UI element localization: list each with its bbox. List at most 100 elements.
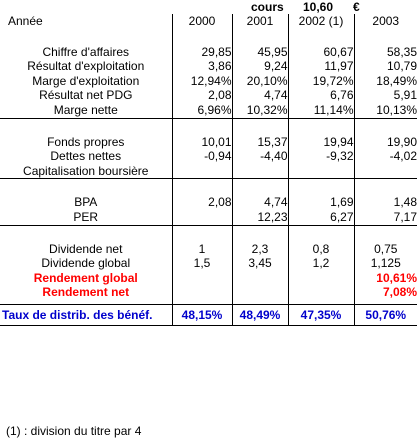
row-value: 29,85: [171, 44, 232, 60]
row-value: 7,08%: [353, 285, 417, 300]
row-value: [353, 163, 417, 179]
table-row: Résultat d'exploitation 3,86 9,24 11,97 10,7…: [0, 59, 417, 74]
row-value: 0,8: [287, 241, 354, 257]
cours-label: cours: [251, 0, 284, 14]
row-value: 4,74: [231, 195, 288, 210]
row-value: 1,5: [171, 256, 232, 271]
row-value: [287, 270, 354, 286]
taux-row: Taux de distrib. des bénéf. 48,15% 48,49% 4…: [0, 303, 417, 326]
row-value: 19,90: [353, 134, 417, 150]
header-year: 2001: [231, 14, 288, 29]
row-value: 19,94: [287, 134, 354, 150]
row-value: 15,37: [231, 134, 288, 150]
spacer-row: [0, 299, 417, 305]
table-row: Chiffre d'affaires 29,85 45,95 60,67 58,35: [0, 44, 417, 60]
row-value: 1,125: [353, 256, 417, 271]
spacer-row: [0, 28, 417, 45]
row-label: Résultat net PDG: [39, 88, 133, 103]
table-row: Résultat net PDG 2,08 4,74 6,76 5,91: [0, 88, 417, 103]
table-row: BPA 2,08 4,74 1,69 1,48: [0, 195, 417, 210]
row-value: -4,02: [353, 149, 417, 164]
row-value: [287, 285, 354, 300]
row-value: 1,69: [287, 195, 354, 210]
row-value: 10,01: [171, 134, 232, 150]
row-value: 6,76: [287, 88, 354, 103]
row-value: 5,91: [353, 88, 417, 103]
row-value: 58,35: [353, 44, 417, 60]
row-value: [231, 163, 288, 179]
row-value: 10,61%: [353, 270, 417, 286]
table-row: Rendement net 7,08%: [0, 285, 417, 300]
row-value: 3,45: [231, 256, 288, 271]
row-value: -0,94: [171, 149, 232, 164]
row-value: 10,79: [353, 59, 417, 74]
row-label: Marge nette: [53, 102, 118, 117]
table-row: Marge d'exploitation 12,94% 20,10% 19,72% 18…: [0, 73, 417, 89]
row-value: 18,49%: [353, 73, 417, 89]
table-row: Marge nette 6,96% 10,32% 11,14% 10,13%: [0, 102, 417, 119]
table-row: Rendement global 10,61%: [0, 270, 417, 286]
row-label: Résultat d'exploitation: [27, 59, 145, 74]
row-value: 1,2: [287, 256, 354, 271]
row-label: Dividende global: [41, 256, 131, 271]
row-label: PER: [73, 209, 99, 224]
row-value: 0,75: [353, 241, 417, 257]
row-label: Capitalisation boursière: [23, 163, 149, 178]
row-value: -4,40: [231, 149, 288, 164]
row-value: -9,32: [287, 149, 354, 164]
row-value: [171, 270, 232, 286]
taux-label: Taux de distrib. des bénéf.: [0, 303, 172, 326]
row-value: 10,32%: [231, 102, 288, 119]
row-value: 12,23: [231, 209, 288, 226]
row-value: 60,67: [287, 44, 354, 60]
row-label: Chiffre d'affaires: [42, 44, 130, 59]
row-value: [231, 270, 288, 286]
row-value: 2,3: [231, 241, 288, 257]
row-value: 2,08: [171, 195, 232, 210]
spacer-row: [0, 117, 417, 135]
row-label: BPA: [74, 195, 98, 210]
header-row: Année 2000 2001 2002 (1) 2003: [0, 14, 417, 29]
row-value: 2,08: [171, 88, 232, 103]
currency-symbol: €: [353, 0, 360, 14]
taux-value: 50,76%: [353, 303, 417, 326]
row-value: 11,97: [287, 59, 354, 74]
header-year: 2000: [171, 14, 232, 29]
table-row: Capitalisation boursière: [0, 163, 417, 179]
row-value: 20,10%: [231, 73, 288, 89]
row-value: 6,96%: [171, 102, 232, 119]
row-value: 1,48: [353, 195, 417, 210]
header-year: 2003: [353, 14, 417, 29]
table-row: Dividende net 1 2,3 0,8 0,75: [0, 241, 417, 257]
financial-table: Année 2000 2001 2002 (1) 2003 Chiffre d'affai…: [0, 14, 417, 326]
row-value: 1: [171, 241, 232, 257]
row-value: 6,27: [287, 209, 354, 226]
row-value: 11,14%: [287, 102, 354, 119]
row-value: 3,86: [171, 59, 232, 74]
row-value: [287, 163, 354, 179]
cours-value: 10,60: [303, 0, 334, 14]
row-label: Fonds propres: [47, 134, 125, 149]
taux-value: 47,35%: [287, 303, 354, 326]
table-body: Année 2000 2001 2002 (1) 2003 Chiffre d'affai…: [0, 14, 417, 326]
row-label: Rendement global: [33, 270, 138, 285]
row-value: [171, 163, 232, 179]
table-row: Dividende global 1,5 3,45 1,2 1,125: [0, 256, 417, 271]
taux-value: 48,49%: [231, 303, 288, 326]
table-row: Fonds propres 10,01 15,37 19,94 19,90: [0, 134, 417, 150]
row-label: Marge d'exploitation: [32, 73, 140, 88]
row-value: [231, 285, 288, 300]
row-label: Dividende net: [49, 241, 123, 256]
row-value: [171, 285, 232, 300]
row-value: 19,72%: [287, 73, 354, 89]
spacer-row: [0, 224, 417, 242]
row-value: 9,24: [231, 59, 288, 74]
row-label: Rendement net: [42, 285, 130, 300]
taux-value: 48,15%: [171, 303, 232, 326]
row-label: Dettes nettes: [50, 149, 122, 164]
row-value: 12,94%: [171, 73, 232, 89]
row-value: [171, 209, 232, 226]
footnote: (1) : division du titre par 4: [6, 424, 142, 438]
row-value: 7,17: [353, 209, 417, 226]
header-year-label: Année: [8, 14, 43, 28]
